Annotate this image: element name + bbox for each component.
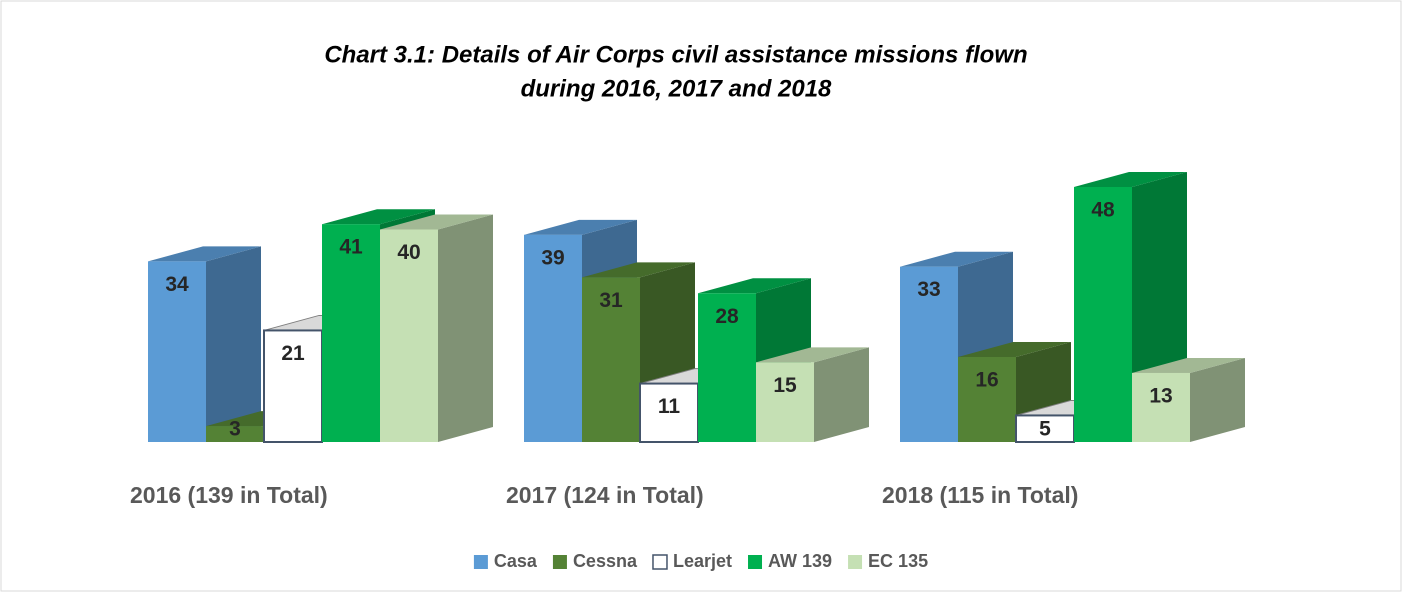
bar-top	[582, 262, 695, 278]
bar-top	[148, 246, 261, 262]
bar-front	[1015, 414, 1075, 443]
bar-top	[900, 251, 1013, 267]
data-label: 5	[1039, 418, 1051, 441]
legend-label: AW 139	[768, 551, 832, 571]
bar-top	[756, 347, 869, 363]
bar	[1132, 357, 1245, 442]
data-label: 28	[715, 305, 739, 328]
legend: Casa Cessna Learjet AW 139 EC 135	[473, 551, 928, 571]
bar-side	[206, 246, 261, 442]
bar-top	[698, 278, 811, 294]
bar-front	[148, 261, 206, 442]
data-label: 21	[281, 342, 305, 365]
bar	[958, 342, 1071, 442]
bar-front	[263, 329, 323, 443]
bar	[756, 347, 869, 442]
bar-front	[1132, 372, 1190, 442]
data-label: 3	[229, 418, 241, 441]
bar-side	[438, 214, 493, 442]
x-tick-label: 2016 (139 in Total)	[130, 482, 328, 508]
bar	[380, 214, 493, 442]
bar-top	[322, 209, 435, 225]
legend-swatch	[552, 555, 567, 569]
data-label: 16	[975, 369, 998, 392]
bar-front	[900, 266, 958, 442]
bar-front	[639, 382, 699, 443]
bar-front	[756, 362, 814, 442]
bar-side	[1190, 357, 1245, 442]
bar-top	[1132, 357, 1245, 373]
legend-swatch	[652, 554, 668, 570]
bar-front	[322, 224, 380, 442]
legend-label: Cessna	[573, 551, 638, 571]
data-label: 13	[1149, 384, 1172, 407]
bar-front	[582, 277, 640, 442]
bar-front	[206, 426, 264, 442]
chart-subtitle: during 2016, 2017 and 2018	[521, 75, 832, 102]
bar-front	[958, 357, 1016, 442]
bar-front	[380, 229, 438, 442]
data-label: 48	[1091, 199, 1115, 222]
legend-label: EC 135	[868, 551, 928, 571]
data-label: 40	[397, 241, 420, 264]
bar-top	[380, 214, 493, 230]
data-label: 33	[917, 278, 940, 301]
bar-front	[524, 234, 582, 442]
bar-top	[1074, 172, 1187, 187]
legend-swatch	[748, 555, 763, 569]
bar-front	[698, 293, 756, 442]
data-label: 15	[773, 374, 797, 397]
bar-top	[524, 219, 637, 235]
bar	[148, 246, 261, 442]
legend-label: Casa	[494, 551, 538, 571]
legend-label: Learjet	[673, 551, 732, 571]
data-label: 41	[339, 236, 363, 259]
chart-title: Chart 3.1: Details of Air Corps civil as…	[324, 41, 1027, 68]
data-label: 31	[599, 289, 623, 312]
x-tick-label: 2018 (115 in Total)	[882, 482, 1078, 508]
data-label: 39	[541, 246, 564, 269]
data-label: 11	[658, 395, 681, 418]
bar-side	[814, 347, 869, 442]
bar-front	[1074, 187, 1132, 442]
data-label: 34	[165, 273, 189, 296]
bar-top	[958, 342, 1071, 357]
legend-swatch	[848, 555, 863, 569]
legend-swatch	[473, 555, 488, 569]
x-tick-label: 2017 (124 in Total)	[506, 482, 704, 508]
